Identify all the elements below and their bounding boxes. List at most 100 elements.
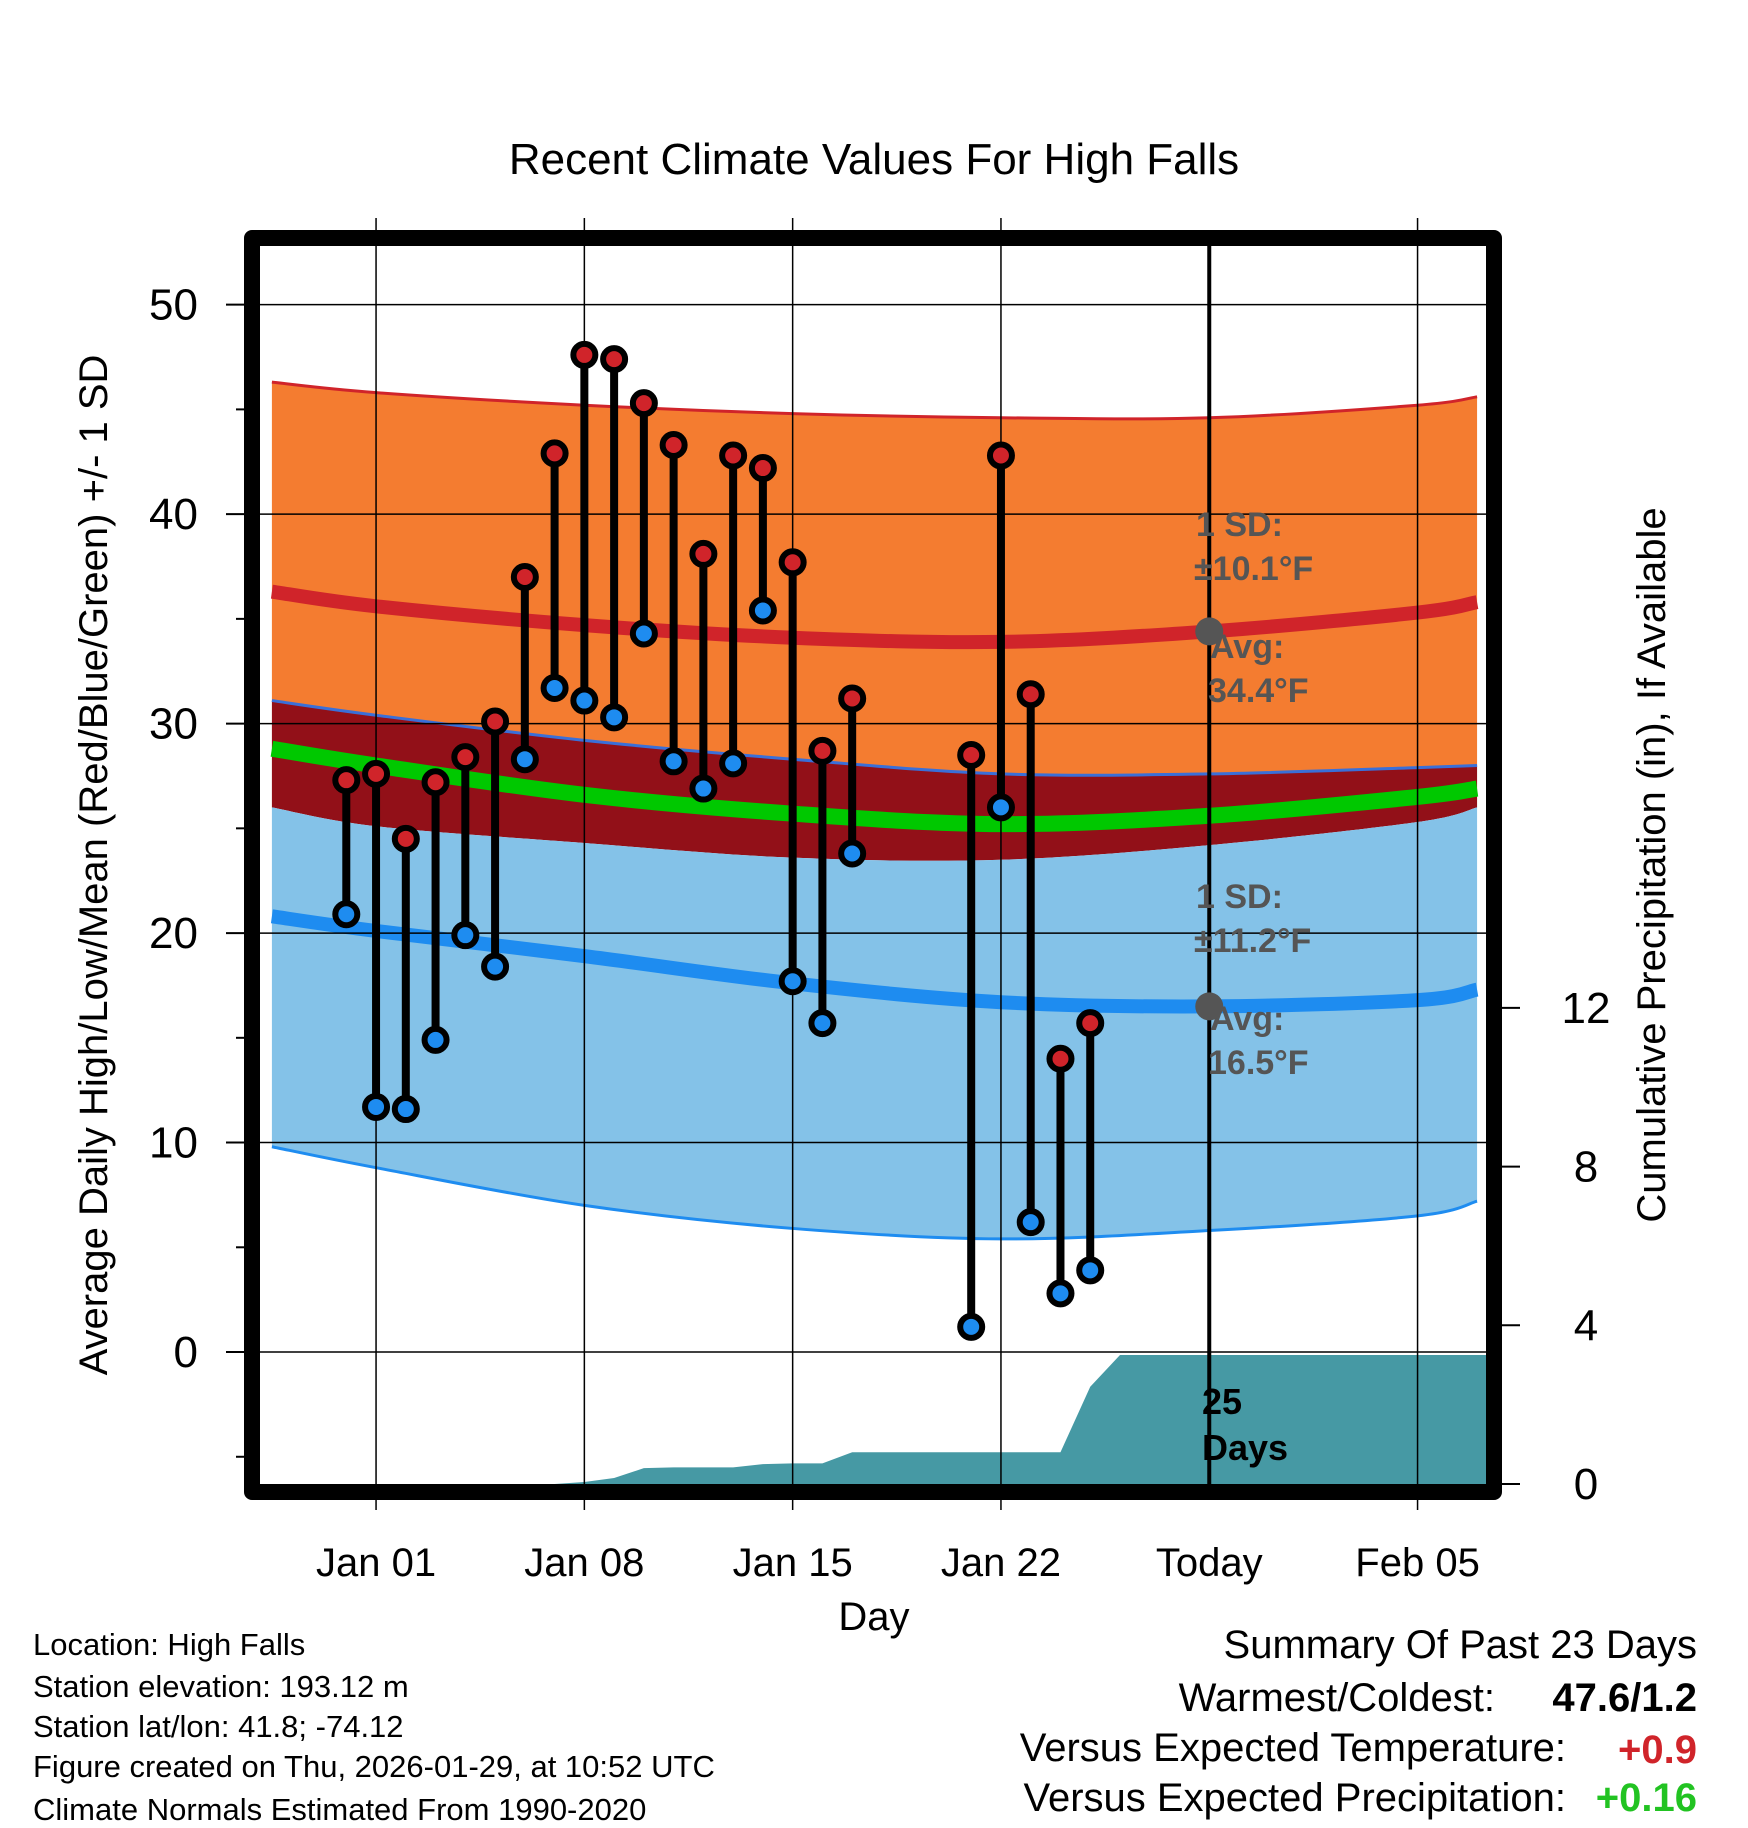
annotations: 1 SD: ±10.1°F Avg: 34.4°F 1 SD: ±11.2°F … <box>1194 506 1313 1468</box>
precipitation-area <box>260 1355 1486 1484</box>
info-elevation: Station elevation: 193.12 m <box>33 1669 409 1704</box>
observation-high-point <box>659 431 688 460</box>
y2-tick-label: 0 <box>1574 1460 1598 1509</box>
y-tick-label: 30 <box>149 700 198 749</box>
x-tick-label: Feb 05 <box>1355 1541 1480 1585</box>
low-normal-line <box>270 909 1479 1014</box>
summary-warmest-coldest-label: Warmest/Coldest: <box>1179 1676 1495 1720</box>
mean-normal-line <box>270 740 1479 833</box>
observation-high-point <box>719 441 748 470</box>
observation-day <box>391 824 420 1124</box>
y-axis-label: Average Daily High/Low/Mean (Red/Blue/Gr… <box>72 355 116 1376</box>
observation-low-point <box>838 839 867 868</box>
summary-precip-label: Versus Expected Precipitation: <box>1023 1776 1566 1820</box>
high-avg-value: 34.4°F <box>1208 672 1309 710</box>
info-location: Location: High Falls <box>33 1627 305 1662</box>
plot-frame <box>244 230 1502 1500</box>
y2-tick-label: 8 <box>1574 1143 1598 1192</box>
observation-low-point <box>540 673 569 702</box>
y-tick-label: 40 <box>149 490 198 539</box>
observation-low-point <box>719 749 748 778</box>
observation-day <box>778 548 807 996</box>
observation-day <box>689 539 718 803</box>
observation-low-point <box>689 774 718 803</box>
observation-high-point <box>600 345 629 374</box>
observation-high-point <box>362 759 391 788</box>
observation-day <box>421 768 450 1054</box>
y-tick-label: 50 <box>149 281 198 330</box>
y2-axis-label: Cumulative Precipitation (in), If Availa… <box>1630 507 1674 1222</box>
summary-warmest-coldest-value: 47.6/1.2 <box>1552 1676 1697 1720</box>
observation-high-point <box>510 562 539 591</box>
observation-high-point <box>451 743 480 772</box>
observation-day <box>362 759 391 1121</box>
observation-day <box>1016 680 1045 1237</box>
days-word-label: Days <box>1202 1427 1288 1468</box>
y-tick-label: 0 <box>174 1328 198 1377</box>
observation-day <box>332 766 361 929</box>
low-lower-edge <box>271 1145 1478 1241</box>
observation-high-point <box>986 441 1015 470</box>
high-sd-band <box>271 382 1478 776</box>
low-avg-value: 16.5°F <box>1208 1044 1309 1082</box>
high-lower-edge <box>271 699 1478 777</box>
observation-day <box>957 741 986 1341</box>
observation-low-point <box>659 747 688 776</box>
observation-high-point <box>481 707 510 736</box>
observation-low-point <box>1076 1256 1105 1285</box>
summary-title: Summary Of Past 23 Days <box>1224 1623 1697 1667</box>
observation-day <box>629 389 658 648</box>
observation-low-point <box>1046 1279 1075 1308</box>
today-low-avg-marker <box>1195 992 1224 1021</box>
info-normals: Climate Normals Estimated From 1990-2020 <box>33 1792 646 1827</box>
observation-day <box>451 743 480 950</box>
observation-high-point <box>838 684 867 713</box>
observation-low-point <box>362 1092 391 1121</box>
days-count-label: 25 <box>1202 1381 1242 1422</box>
observation-low-point <box>957 1312 986 1341</box>
observation-high-point <box>570 340 599 369</box>
info-created: Figure created on Thu, 2026-01-29, at 10… <box>33 1749 715 1784</box>
y2-tick-label: 12 <box>1562 984 1611 1033</box>
observation-day <box>1076 1009 1105 1285</box>
observation-day <box>986 441 1015 822</box>
x-tick-label: Jan 15 <box>733 1541 853 1585</box>
summary-precip-value: +0.16 <box>1596 1776 1697 1820</box>
observations <box>332 340 1105 1341</box>
observation-day <box>1046 1044 1075 1308</box>
observation-low-point <box>600 703 629 732</box>
y-tick-label: 10 <box>149 1119 198 1168</box>
x-tick-label: Jan 01 <box>316 1541 436 1585</box>
x-tick-label: Today <box>1156 1541 1263 1585</box>
observation-high-point <box>332 766 361 795</box>
observation-high-point <box>689 539 718 568</box>
observation-low-point <box>629 619 658 648</box>
observation-day <box>748 454 777 625</box>
low-sd-value: ±11.2°F <box>1194 922 1311 960</box>
observation-day <box>838 684 867 868</box>
observation-low-point <box>570 686 599 715</box>
observation-low-point <box>451 921 480 950</box>
x-tick-label: Jan 22 <box>941 1541 1061 1585</box>
x-tick-label: Jan 08 <box>524 1541 644 1585</box>
observation-low-point <box>778 967 807 996</box>
observation-high-point <box>1076 1009 1105 1038</box>
x-axis-label: Day <box>838 1595 909 1639</box>
today-high-avg-marker <box>1195 617 1224 646</box>
chart-title: Recent Climate Values For High Falls <box>509 135 1239 184</box>
observation-day <box>719 441 748 778</box>
observation-high-point <box>1046 1044 1075 1073</box>
observation-day <box>570 340 599 715</box>
observation-low-point <box>986 793 1015 822</box>
summary-temp-value: +0.9 <box>1618 1728 1697 1772</box>
observation-high-point <box>1016 680 1045 709</box>
normal-bands <box>270 380 1479 1241</box>
info-latlon: Station lat/lon: 41.8; -74.12 <box>33 1709 404 1744</box>
y-tick-label: 20 <box>149 909 198 958</box>
observation-high-point <box>421 768 450 797</box>
observation-low-point <box>1016 1208 1045 1237</box>
observation-low-point <box>510 745 539 774</box>
observation-day <box>808 736 837 1038</box>
observation-high-point <box>391 824 420 853</box>
